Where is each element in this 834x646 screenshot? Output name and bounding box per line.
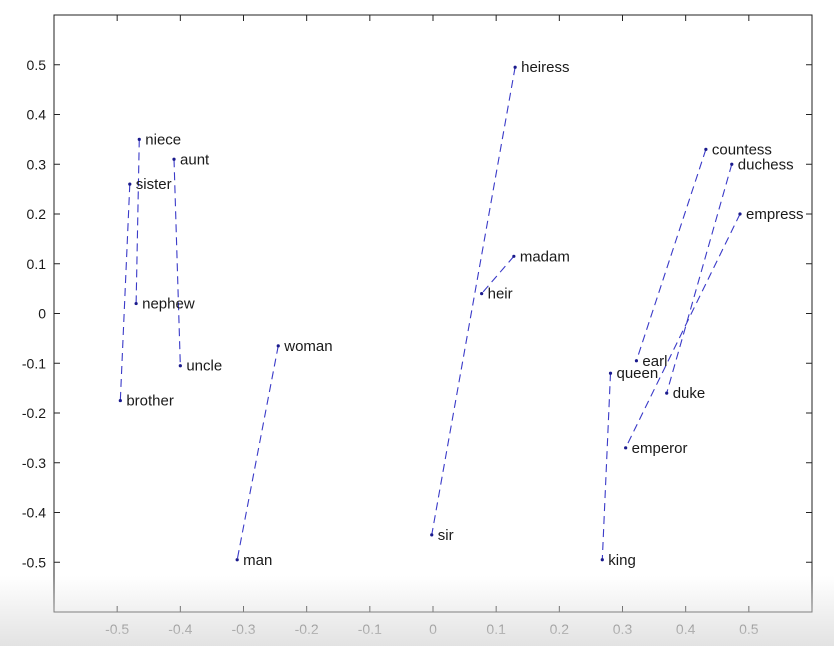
data-point-emperor	[624, 446, 628, 450]
data-point-nephew	[134, 301, 138, 306]
pair-line-madam-heir	[481, 255, 515, 294]
x-tick-label: 0.4	[676, 621, 696, 637]
point-label-duchess: duchess	[738, 156, 794, 173]
pair-lines	[119, 67, 741, 560]
data-point-queen	[608, 371, 613, 375]
x-tick-label: 0.2	[550, 621, 570, 637]
x-tick-label: -0.5	[105, 621, 129, 637]
y-tick-label: 0	[38, 306, 46, 322]
pair-line-duchess-duke	[666, 164, 733, 394]
x-tick-label: 0.5	[739, 621, 759, 637]
y-tick-label: 0.1	[27, 256, 47, 272]
data-point-woman	[276, 344, 280, 348]
data-point-aunt	[172, 157, 176, 161]
data-point-duke	[665, 391, 669, 395]
pair-line-empress-emperor	[625, 213, 741, 449]
data-point-heir	[480, 292, 484, 296]
point-label-heiress: heiress	[521, 59, 569, 76]
y-tick-label: -0.5	[22, 554, 46, 570]
pair-line-heiress-sir	[431, 67, 516, 535]
data-point-countess	[704, 147, 708, 151]
point-label-countess: countess	[712, 141, 772, 158]
y-tick-label: 0.3	[27, 156, 47, 172]
data-point-niece	[137, 137, 141, 141]
point-label-nephew: nephew	[142, 296, 195, 313]
point-label-brother: brother	[126, 393, 174, 410]
pair-line-sister-brother	[119, 184, 131, 401]
data-points	[118, 65, 742, 562]
point-labels: niece aunt sister nephew uncle brother woman ma…	[126, 59, 803, 569]
data-point-king	[600, 558, 604, 562]
y-tick-label: 0.2	[27, 206, 47, 222]
point-label-king: king	[608, 552, 636, 569]
y-tick-label: -0.2	[22, 405, 46, 421]
x-tick-label: -0.4	[168, 621, 192, 637]
point-label-uncle: uncle	[186, 358, 222, 375]
pair-line-aunt-uncle	[173, 159, 181, 366]
point-label-niece: niece	[145, 131, 181, 148]
point-label-queen: queen	[616, 365, 658, 382]
y-tick-label: -0.3	[22, 455, 46, 471]
data-point-sir	[430, 533, 434, 537]
data-point-sister	[128, 182, 132, 186]
point-label-empress: empress	[746, 206, 804, 223]
point-label-woman: woman	[283, 338, 332, 355]
point-label-man: man	[243, 552, 272, 569]
data-point-earl	[634, 359, 638, 363]
y-tick-label: 0.5	[27, 57, 47, 73]
data-point-brother	[118, 398, 122, 403]
data-point-man	[235, 558, 239, 562]
point-label-heir: heir	[488, 286, 513, 303]
data-point-duchess	[730, 162, 734, 166]
data-point-uncle	[178, 364, 182, 368]
y-tick-label: -0.1	[22, 355, 46, 371]
data-point-madam	[512, 254, 516, 258]
plot-area	[53, 14, 813, 613]
pair-line-queen-king	[601, 373, 612, 560]
data-point-heiress	[513, 65, 517, 69]
data-point-empress	[738, 212, 742, 216]
pair-line-woman-man	[236, 345, 279, 560]
x-tick-label: -0.3	[231, 621, 255, 637]
x-tick-label: 0.1	[486, 621, 506, 637]
point-label-sir: sir	[438, 527, 454, 544]
x-tick-label: -0.1	[358, 621, 382, 637]
point-label-emperor: emperor	[632, 440, 688, 457]
y-axis: -0.5 -0.4 -0.3 -0.2 -0.1 0 0.1 0.2 0.3 0.4 0.5	[22, 57, 812, 570]
point-label-duke: duke	[673, 385, 706, 402]
x-tick-label: 0.3	[613, 621, 633, 637]
point-label-sister: sister	[136, 176, 172, 193]
pair-line-countess-earl	[635, 149, 707, 361]
x-tick-label: 0	[429, 621, 437, 637]
point-label-earl: earl	[642, 353, 667, 370]
point-label-aunt: aunt	[180, 151, 210, 168]
pair-line-niece-nephew	[135, 139, 140, 304]
y-tick-label: -0.4	[22, 505, 46, 521]
point-label-madam: madam	[520, 248, 570, 265]
y-tick-label: 0.4	[27, 107, 47, 123]
x-tick-label: -0.2	[295, 621, 319, 637]
